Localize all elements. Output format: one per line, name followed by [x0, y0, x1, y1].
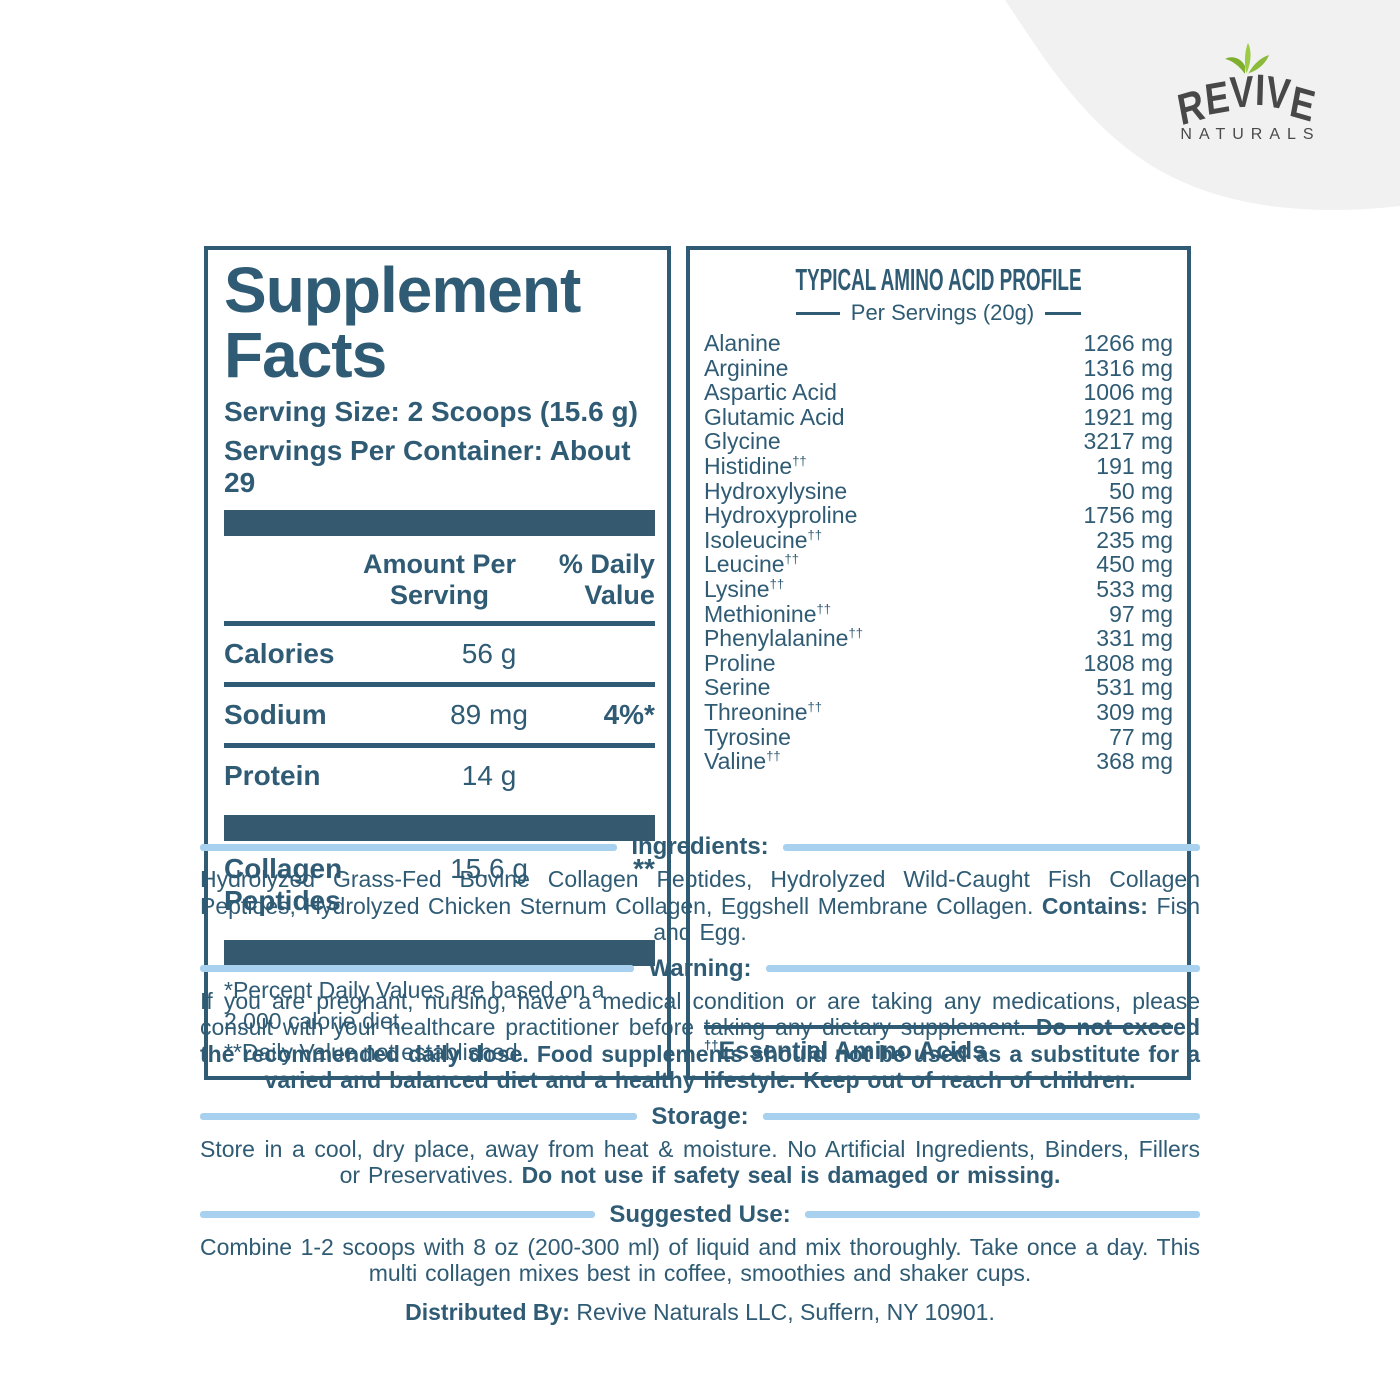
divider-line: [200, 843, 618, 851]
spacer: [224, 549, 353, 611]
facts-row: Collagen Peptides 15.6 g **: [224, 852, 655, 916]
info-sections: Ingredients: Hydrolyzed Grass-Fed Bovine…: [200, 833, 1201, 1326]
facts-rows-secondary: Collagen Peptides 15.6 g **: [224, 841, 655, 929]
amino-acid-row: Methionine†† 97 mg: [703, 600, 1173, 627]
section-storage-header: Storage:: [200, 1102, 1201, 1131]
section-storage-body: Store in a cool, dry place, away from he…: [200, 1135, 1200, 1189]
amino-acid-row: Lysine†† 533 mg: [703, 575, 1173, 602]
amino-acid-row: Hydroxyproline 1756 mg: [703, 502, 1173, 529]
panels-row: Supplement Facts Serving Size: 2 Scoops …: [204, 246, 1191, 1080]
amino-acid-row: Phenylalanine†† 331 mg: [703, 625, 1173, 652]
dash-line: [1045, 311, 1082, 315]
amino-profile-title: TYPICAL AMINO ACID PROFILE: [795, 262, 1082, 297]
section-storage: Storage: Store in a cool, dry place, awa…: [200, 1102, 1201, 1189]
divider-line: [782, 843, 1200, 851]
divider-line: [765, 965, 1200, 972]
brand-logo: REVIVE NATURALS: [1142, 42, 1352, 144]
essential-amino-acids-footnote: ††Essential Amino Acids: [703, 1024, 1173, 1066]
brand-subtitle: NATURALS: [1180, 126, 1321, 143]
amino-acid-row: Hydroxylysine 50 mg: [703, 477, 1173, 504]
section-suggested-use: Suggested Use: Combine 1-2 scoops with 8…: [200, 1201, 1200, 1287]
amino-acid-row: Tyrosine 77 mg: [703, 723, 1173, 750]
amino-profile-subtitle: Per Servings (20g): [704, 300, 1173, 326]
amino-acid-row: Glycine 3217 mg: [703, 428, 1173, 455]
amino-acid-row: Leucine†† 450 mg: [703, 551, 1173, 578]
col-amount-per-serving: Amount Per Serving: [362, 548, 516, 610]
col-daily-value: % Daily Value: [558, 548, 655, 610]
facts-row: Protein 14 g: [224, 742, 655, 804]
serving-size: Serving Size: 2 Scoops (15.6 g): [224, 395, 638, 427]
amino-acid-row: Aspartic Acid 1006 mg: [703, 379, 1173, 406]
corner-blob: [1005, 0, 1400, 211]
supplement-facts-title: Supplement Facts: [224, 254, 581, 392]
supplement-facts-panel: Supplement Facts Serving Size: 2 Scoops …: [204, 246, 671, 1080]
amino-acid-list: Alanine 1266 mg Arginine 1316 mg Aspartic Ac…: [704, 331, 1173, 1019]
section-ingredients-body: Hydrolyzed Grass-Fed Bovine Collagen Pep…: [200, 866, 1200, 945]
distributed-by-line: Distributed By: Revive Naturals LLC, Suf…: [405, 1298, 995, 1325]
section-suggested-use-header: Suggested Use:: [200, 1201, 1200, 1229]
amino-acid-row: Isoleucine†† 235 mg: [703, 526, 1173, 553]
divider-line: [762, 1113, 1201, 1120]
footnote-not-established: **Daily Value not established.: [224, 1038, 525, 1065]
amino-acid-row: Serine 531 mg: [703, 674, 1173, 701]
divider-bar: [224, 814, 655, 841]
divider-line: [200, 965, 635, 972]
divider-line: [200, 1113, 638, 1120]
leaf-icon: [1225, 43, 1269, 74]
amino-acid-row: Alanine 1266 mg: [703, 330, 1173, 356]
divider-bar: [224, 939, 655, 966]
dash-line: [795, 311, 840, 315]
facts-rows: Calories 56 g Sodium 89 mg 4%* Protein 14 g: [224, 620, 655, 804]
section-warning-header: Warning:: [200, 955, 1200, 983]
section-heading: Warning:: [648, 954, 752, 982]
amino-acid-row: Valine†† 368 mg: [703, 748, 1173, 775]
facts-row: Calories 56 g: [224, 620, 655, 682]
facts-footnotes: *Percent Daily Values are based on a 2,0…: [224, 975, 655, 1068]
amino-profile-panel: TYPICAL AMINO ACID PROFILE Per Servings …: [685, 246, 1191, 1080]
divider-bar: [224, 509, 655, 536]
section-heading: Suggested Use:: [609, 1200, 791, 1228]
section-ingredients: Ingredients: Hydrolyzed Grass-Fed Bovine…: [200, 833, 1200, 946]
amino-acid-row: Glutamic Acid 1921 mg: [703, 403, 1173, 430]
section-heading: Ingredients:: [631, 833, 769, 860]
divider-line: [804, 1211, 1200, 1218]
facts-row: Sodium 89 mg 4%*: [224, 681, 655, 743]
section-warning-body: If you are pregnant, nursing, have a med…: [200, 987, 1200, 1094]
amino-acid-row: Arginine 1316 mg: [703, 354, 1173, 381]
facts-column-headers: Amount Per Serving % Daily Value: [224, 536, 655, 621]
amino-acid-row: Proline 1808 mg: [703, 649, 1173, 676]
brand-name: REVIVE: [1174, 65, 1320, 136]
section-warning: Warning: If you are pregnant, nursing, h…: [200, 955, 1200, 1094]
section-heading: Storage:: [651, 1102, 749, 1130]
divider-line: [200, 1211, 596, 1218]
section-ingredients-header: Ingredients:: [200, 833, 1200, 861]
amino-acid-row: Threonine†† 309 mg: [703, 698, 1173, 725]
dagger-marks: ††: [703, 1037, 719, 1053]
footnote-daily-values: *Percent Daily Values are based on a 2,0…: [224, 976, 605, 1034]
amino-acid-row: Histidine†† 191 mg: [703, 452, 1173, 479]
section-suggested-use-body: Combine 1-2 scoops with 8 oz (200-300 ml…: [200, 1233, 1200, 1287]
servings-per-container: Servings Per Container: About 29: [224, 434, 631, 498]
